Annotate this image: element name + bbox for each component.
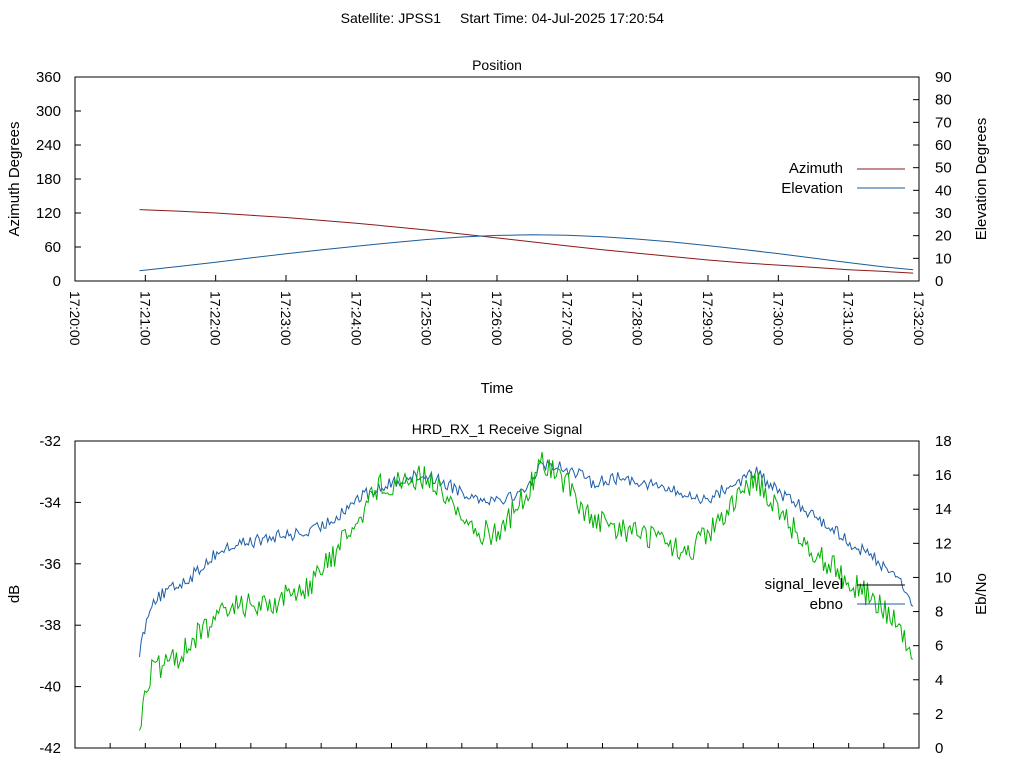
y-tick-label: -38 [39, 617, 61, 634]
x-tick-label: 17:29:00 [700, 291, 716, 346]
y-tick-label: 60 [44, 239, 61, 256]
position-plot-frame [74, 76, 920, 282]
y2-tick-label: 14 [935, 501, 952, 518]
receive-signal-legend: signal_level ebno [765, 576, 905, 613]
time-axis-label: Time [481, 380, 514, 397]
y2-tick-label: 40 [935, 182, 952, 199]
y2-tick-label: 20 [935, 228, 952, 245]
satellite-label: Satellite: JPSS1 [341, 10, 442, 26]
y2-tick-label: 6 [935, 638, 943, 655]
series-line-elevation [139, 234, 914, 272]
y-tick-label: -42 [39, 740, 61, 757]
db-axis-label: dB [6, 585, 23, 603]
y2-tick-label: 60 [935, 137, 952, 154]
y2-tick-label: 70 [935, 114, 952, 131]
receive-signal-chart: HRD_RX_1 Receive Signal dB Eb/No -42-40-… [6, 421, 990, 757]
y-tick-label: -36 [39, 556, 61, 573]
legend-elevation-label: Elevation [781, 180, 843, 197]
position-series [139, 209, 914, 274]
y2-tick-label: 10 [935, 250, 952, 267]
receive-signal-plot-frame [74, 440, 920, 749]
position-chart: Position Azimuth Degrees Elevation Degre… [6, 57, 990, 397]
y-tick-label: 240 [36, 137, 61, 154]
y2-tick-label: 90 [935, 69, 952, 86]
position-ticks: 17:20:00 17:21:00 17:22:00 17:23:00 17:24:00… [36, 69, 952, 346]
y-tick-label: 120 [36, 205, 61, 222]
elevation-axis-label: Elevation Degrees [973, 118, 990, 241]
y2-tick-label: 18 [935, 433, 952, 450]
x-tick-label: 17:27:00 [559, 291, 575, 346]
x-tick-label: 17:24:00 [348, 291, 364, 346]
receive-signal-ticks: -42 -40 -38 -36 -34 -32 0 2 4 6 8 10 12 14 16 18 [39, 433, 951, 757]
legend-signal-level-label: signal_level [765, 576, 843, 593]
legend-azimuth-label: Azimuth [789, 160, 843, 177]
y2-tick-label: 0 [935, 740, 943, 757]
x-tick-label: 17:31:00 [841, 291, 857, 346]
azimuth-axis-label: Azimuth Degrees [6, 121, 23, 236]
y2-tick-label: 50 [935, 160, 952, 177]
series-line-azimuth [139, 209, 914, 274]
x-tick-label: 17:32:00 [911, 291, 927, 346]
x-tick-label: 17:28:00 [630, 291, 646, 346]
ebno-axis-label: Eb/No [973, 573, 990, 615]
position-chart-title: Position [472, 57, 522, 73]
receive-signal-chart-title: HRD_RX_1 Receive Signal [412, 421, 582, 437]
y2-tick-label: 8 [935, 604, 943, 621]
y2-tick-label: 2 [935, 706, 943, 723]
y-tick-label: 180 [36, 171, 61, 188]
series-line-ebno [139, 459, 914, 658]
x-tick-label: 17:25:00 [419, 291, 435, 346]
series-line-eb-no [139, 451, 914, 731]
y2-tick-label: 12 [935, 535, 952, 552]
y-tick-label: 0 [53, 273, 61, 290]
y2-tick-label: 10 [935, 569, 952, 586]
position-legend: Azimuth Elevation [781, 160, 905, 197]
y-tick-label: 360 [36, 69, 61, 86]
y2-tick-label: 0 [935, 273, 943, 290]
x-tick-label: 17:30:00 [770, 291, 786, 346]
y-tick-label: 300 [36, 103, 61, 120]
y-tick-label: -34 [39, 494, 61, 511]
y2-tick-label: 30 [935, 205, 952, 222]
y-tick-label: -32 [39, 433, 61, 450]
start-time-label: Start Time: 04-Jul-2025 17:20:54 [460, 10, 664, 26]
y-tick-label: -40 [39, 679, 61, 696]
x-tick-label: 17:26:00 [489, 291, 505, 346]
x-tick-label: 17:21:00 [137, 291, 153, 346]
y2-tick-label: 4 [935, 672, 943, 689]
y2-tick-label: 80 [935, 92, 952, 109]
receive-signal-series [139, 451, 914, 731]
x-tick-label: 17:22:00 [208, 291, 224, 346]
x-tick-label: 17:20:00 [67, 291, 83, 346]
y2-tick-label: 16 [935, 467, 952, 484]
legend-ebno-label: ebno [810, 596, 843, 613]
x-tick-label: 17:23:00 [278, 291, 294, 346]
